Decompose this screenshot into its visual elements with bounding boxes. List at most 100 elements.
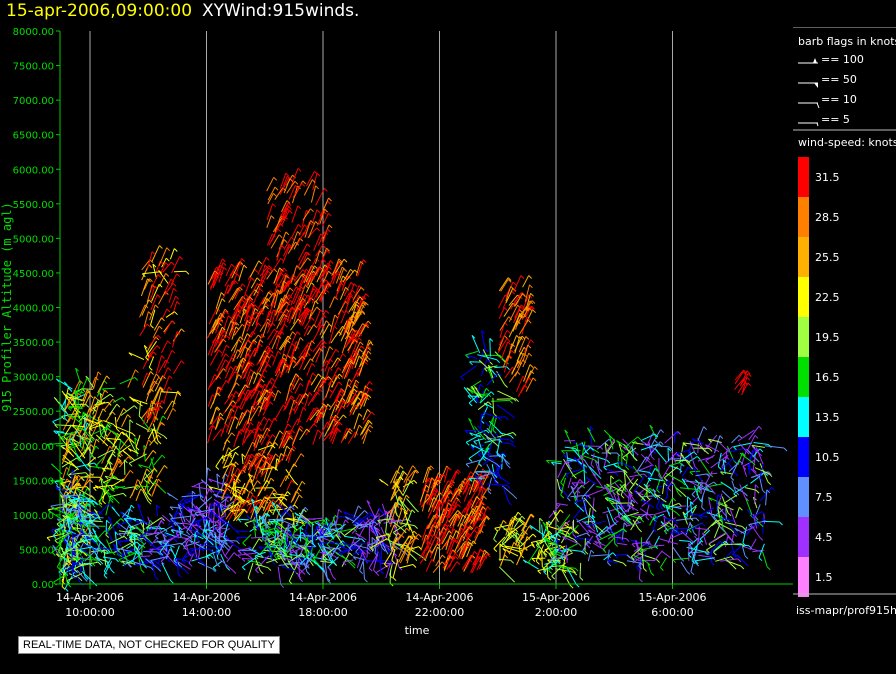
barb-flag xyxy=(253,371,258,376)
barb-staff xyxy=(143,445,146,462)
barb-flag xyxy=(177,392,182,397)
wind-barb xyxy=(103,485,114,503)
barb-staff xyxy=(261,270,269,286)
wind-barb xyxy=(84,394,94,406)
barb-staff xyxy=(81,488,88,500)
barb-staff xyxy=(256,333,263,352)
barb-flag xyxy=(167,340,171,345)
wind-barb xyxy=(161,308,171,320)
barb-flag xyxy=(186,531,190,536)
wind-barb xyxy=(128,453,147,467)
barb-staff xyxy=(195,510,213,516)
wind-barb xyxy=(265,434,276,446)
barb-staff xyxy=(157,359,167,374)
wind-barb xyxy=(141,299,153,316)
wind-barb xyxy=(155,355,165,374)
barb-staff xyxy=(68,444,80,450)
wind-barb xyxy=(329,381,343,399)
barb-flag xyxy=(260,378,265,383)
barb-staff xyxy=(52,545,63,561)
barb-flag xyxy=(52,421,56,425)
barb-flag xyxy=(223,522,228,527)
barb-staff xyxy=(117,540,130,542)
wind-barb xyxy=(95,393,114,405)
barb-staff xyxy=(161,391,178,394)
barb-flag xyxy=(120,439,125,444)
barb-flag xyxy=(227,507,231,512)
barb-staff xyxy=(145,351,154,363)
barb-flag xyxy=(154,304,159,309)
barb-flag xyxy=(112,398,117,403)
barb-staff xyxy=(265,394,272,408)
barb-staff xyxy=(270,309,277,327)
barb-flag xyxy=(159,551,164,556)
barb-staff xyxy=(61,431,74,438)
wind-barb xyxy=(167,492,179,501)
wind-barb xyxy=(163,375,173,391)
barb-flag xyxy=(146,323,151,328)
wind-barb xyxy=(52,538,65,556)
barb-flag xyxy=(73,568,78,573)
barb-staff xyxy=(150,555,169,561)
barb-staff xyxy=(151,429,156,442)
barb-staff xyxy=(259,389,268,403)
barb-staff xyxy=(74,427,82,438)
barb-staff xyxy=(162,261,172,273)
barb-flag xyxy=(47,509,52,514)
wind-barb xyxy=(191,481,207,488)
barb-flag xyxy=(98,540,102,544)
wind-barb xyxy=(92,371,102,390)
barb-flag xyxy=(81,504,86,509)
barb-flag xyxy=(87,503,92,507)
barb-flag xyxy=(232,570,237,574)
barb-staff xyxy=(129,538,144,541)
grid-lines xyxy=(89,31,673,584)
barb-staff xyxy=(351,352,358,370)
barb-flag xyxy=(118,460,123,465)
barb-flag xyxy=(56,431,60,436)
barb-staff xyxy=(161,514,171,523)
barb-staff xyxy=(76,569,85,579)
wind-barb xyxy=(315,344,327,363)
barb-flag xyxy=(231,263,235,268)
barb-flag xyxy=(133,405,138,410)
wind-barb xyxy=(238,384,251,402)
barb-flag xyxy=(173,518,177,523)
barb-flag xyxy=(265,305,269,310)
wind-barb xyxy=(71,470,76,488)
wind-barb xyxy=(230,336,244,352)
wind-barb xyxy=(151,562,159,581)
barb-staff xyxy=(173,561,186,572)
barb-flag xyxy=(114,485,118,490)
barb-staff xyxy=(52,506,71,517)
barb-staff xyxy=(227,416,236,435)
wind-barb xyxy=(81,509,95,518)
wind-barb xyxy=(80,549,98,563)
barb-flag xyxy=(56,484,60,489)
barb-staff xyxy=(312,429,319,445)
barb-staff xyxy=(60,443,73,447)
wind-barb xyxy=(161,562,174,584)
wind-barb xyxy=(205,467,211,484)
barb-flag xyxy=(128,352,133,357)
wind-barb xyxy=(73,442,86,459)
barb-staff xyxy=(89,419,103,429)
barb-flag xyxy=(143,478,148,483)
barb-flag xyxy=(67,583,72,588)
barb-staff xyxy=(155,355,162,374)
barb-flag xyxy=(157,434,162,439)
barb-staff xyxy=(154,525,173,537)
wind-barb xyxy=(70,380,84,398)
barb-staff xyxy=(142,271,161,275)
barb-flag xyxy=(89,530,94,535)
barb-staff xyxy=(289,345,297,363)
barb-flag xyxy=(348,428,353,432)
barb-flag xyxy=(167,559,172,563)
barb-flag xyxy=(175,532,180,537)
header-product: XYWind:915winds. xyxy=(202,1,360,21)
barb-flag xyxy=(97,561,102,566)
wind-barb xyxy=(109,535,128,545)
barb-staff xyxy=(224,544,233,557)
wind-barb xyxy=(141,372,151,386)
wind-barb xyxy=(60,546,77,559)
